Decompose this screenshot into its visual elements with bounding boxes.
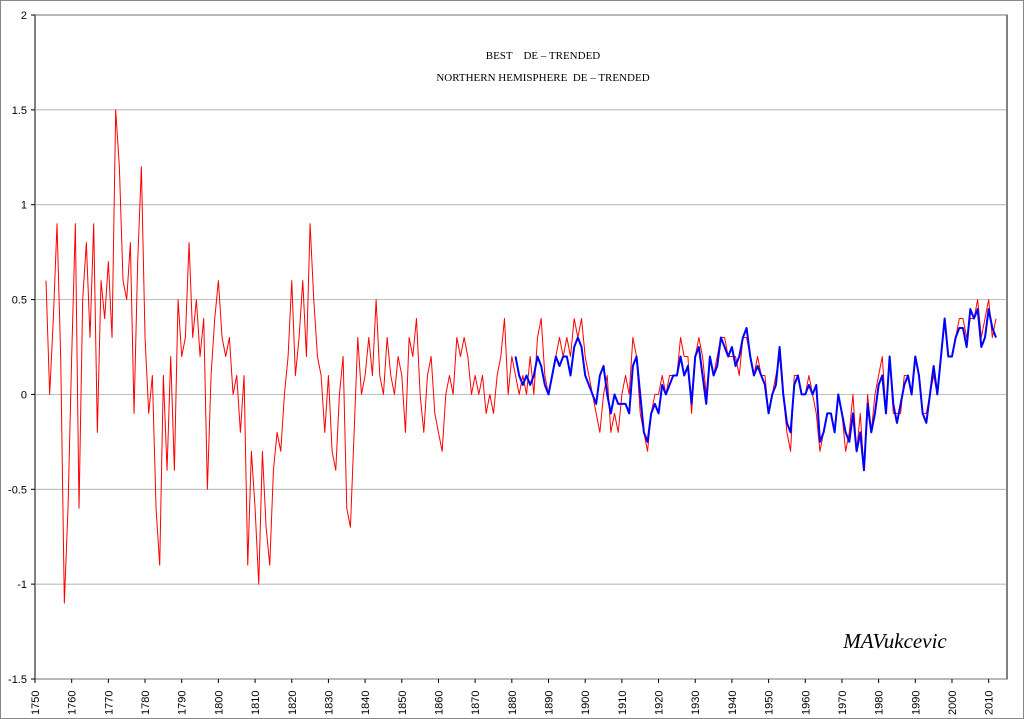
y-tick-label: 1.5 — [12, 105, 27, 117]
annotation: MAVukcevic — [842, 629, 947, 653]
y-tick-label: -0.5 — [8, 484, 27, 496]
plot-area — [34, 14, 1008, 680]
y-tick-label: 0 — [21, 389, 27, 401]
x-tick-label: 1780 — [140, 691, 152, 715]
x-tick-label: 1750 — [30, 691, 42, 715]
x-tick-label: 2010 — [984, 691, 996, 715]
y-tick-label: 0.5 — [12, 295, 27, 307]
x-tick-label: 1940 — [727, 691, 739, 715]
x-tick-label: 1960 — [800, 691, 812, 715]
x-tick-label: 1930 — [690, 691, 702, 715]
x-tick-label: 1790 — [177, 691, 189, 715]
x-tick-label: 2000 — [947, 691, 959, 715]
x-tick-label: 1760 — [67, 691, 79, 715]
series-line — [514, 308, 997, 472]
y-tick-label: -1.5 — [8, 674, 27, 686]
legend-label: BEST DE – TRENDED — [486, 50, 601, 62]
x-tick-label: 1980 — [874, 691, 886, 715]
legend-label: NORTHERN HEMISPHERE DE – TRENDED — [436, 72, 649, 84]
y-tick-label: 1 — [21, 200, 27, 212]
x-tick-label: 1800 — [213, 691, 225, 715]
x-tick-label: 1870 — [470, 691, 482, 715]
x-tick-label: 1910 — [617, 691, 629, 715]
y-tick-label: -1 — [17, 579, 27, 591]
x-tick-label: 1990 — [910, 691, 922, 715]
x-tick-label: 1900 — [580, 691, 592, 715]
x-tick-label: 1880 — [507, 691, 519, 715]
x-tick-label: 1860 — [433, 691, 445, 715]
x-tick-label: 1890 — [544, 691, 556, 715]
y-tick-label: 2 — [21, 10, 27, 22]
x-tick-label: 1830 — [323, 691, 335, 715]
x-tick-label: 1820 — [287, 691, 299, 715]
x-tick-label: 1950 — [764, 691, 776, 715]
x-tick-label: 1770 — [103, 691, 115, 715]
x-tick-label: 1850 — [397, 691, 409, 715]
x-tick-label: 1810 — [250, 691, 262, 715]
x-tick-label: 1970 — [837, 691, 849, 715]
x-tick-label: 1920 — [654, 691, 666, 715]
x-tick-label: 1840 — [360, 691, 372, 715]
